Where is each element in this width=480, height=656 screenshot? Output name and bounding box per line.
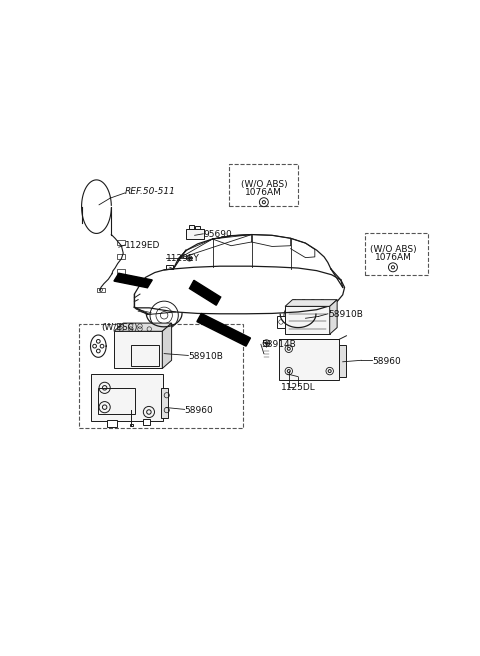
Text: (W/O ABS): (W/O ABS) bbox=[240, 180, 287, 189]
Bar bbox=[277, 316, 285, 327]
Text: (W/O ABS): (W/O ABS) bbox=[370, 245, 416, 254]
Bar bbox=[91, 374, 163, 421]
Bar bbox=[365, 233, 428, 276]
Text: 58914B: 58914B bbox=[261, 340, 296, 349]
Polygon shape bbox=[285, 300, 337, 306]
Text: 1125DL: 1125DL bbox=[281, 383, 315, 392]
Bar bbox=[114, 331, 162, 369]
Polygon shape bbox=[197, 314, 251, 346]
Bar bbox=[79, 324, 243, 428]
Text: 1129ED: 1129ED bbox=[125, 241, 160, 250]
Bar bbox=[131, 345, 158, 365]
Text: (W/ESC): (W/ESC) bbox=[101, 323, 137, 332]
Bar bbox=[229, 163, 298, 206]
Bar bbox=[186, 230, 204, 239]
Bar bbox=[98, 388, 135, 414]
Text: 58910B: 58910B bbox=[328, 310, 363, 319]
Bar bbox=[161, 388, 168, 418]
Bar bbox=[117, 255, 125, 260]
Bar bbox=[117, 240, 125, 245]
Bar bbox=[117, 269, 125, 274]
Bar bbox=[130, 424, 133, 426]
Text: 1076AM: 1076AM bbox=[374, 253, 411, 262]
Bar bbox=[339, 345, 347, 377]
Bar bbox=[285, 306, 330, 335]
Bar bbox=[143, 419, 150, 425]
Bar bbox=[195, 226, 200, 230]
Bar bbox=[279, 339, 339, 380]
Text: 95690: 95690 bbox=[203, 230, 232, 239]
Polygon shape bbox=[330, 300, 337, 335]
Text: REF.50-511: REF.50-511 bbox=[125, 187, 176, 196]
Text: 1129EY: 1129EY bbox=[166, 255, 200, 263]
Bar bbox=[189, 225, 194, 230]
Text: 58960: 58960 bbox=[185, 405, 214, 415]
Polygon shape bbox=[114, 323, 172, 331]
Text: 1076AM: 1076AM bbox=[245, 188, 282, 197]
Polygon shape bbox=[114, 274, 152, 288]
Polygon shape bbox=[162, 323, 172, 369]
Text: 58960: 58960 bbox=[372, 357, 401, 365]
Bar bbox=[166, 265, 173, 269]
Bar bbox=[107, 420, 117, 427]
Polygon shape bbox=[190, 280, 221, 305]
Bar bbox=[97, 288, 105, 292]
Text: 58910B: 58910B bbox=[188, 352, 223, 361]
